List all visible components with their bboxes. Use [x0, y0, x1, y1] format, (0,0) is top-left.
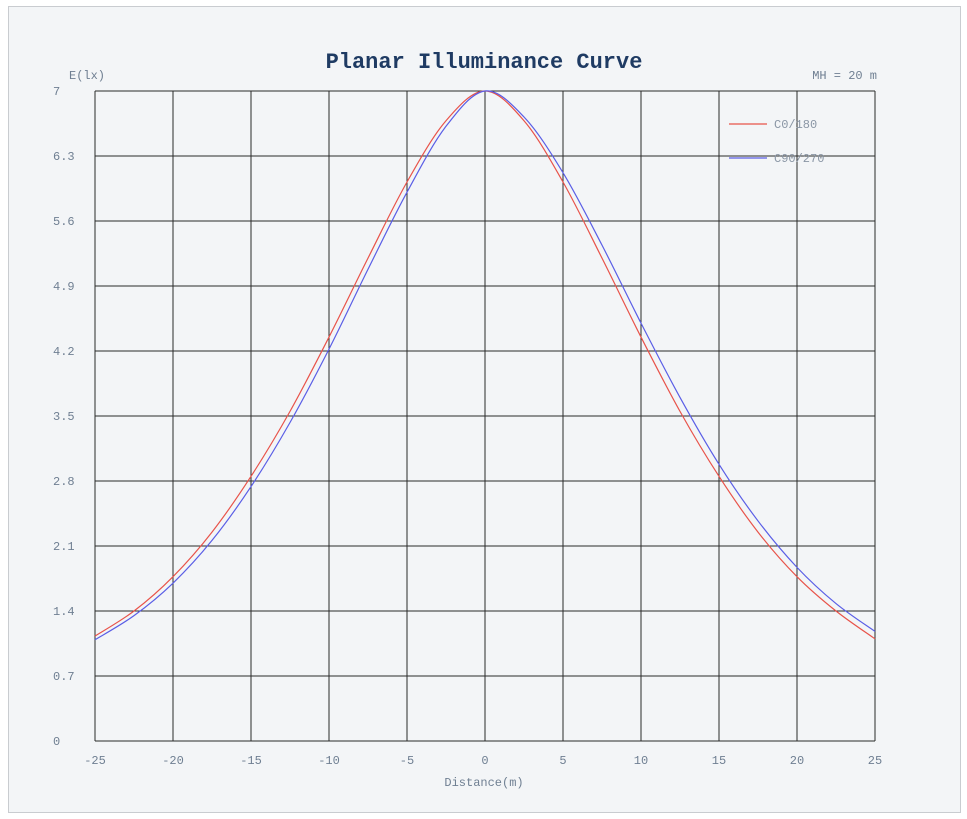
x-tick-label: -5	[400, 754, 414, 768]
x-tick-label: 25	[868, 754, 882, 768]
y-tick-label: 2.8	[53, 475, 75, 489]
x-tick-label: -10	[318, 754, 340, 768]
x-tick-label: 10	[634, 754, 648, 768]
x-tick-label: -20	[162, 754, 184, 768]
y-axis-label: E(lx)	[69, 69, 105, 83]
x-axis-label: Distance(m)	[444, 776, 523, 790]
series-line-1	[94, 90, 876, 641]
mounting-height-annotation: MH = 20 m	[812, 69, 877, 83]
x-tick-label: 5	[559, 754, 566, 768]
y-tick-label: 0.7	[53, 670, 75, 684]
y-tick-label: 5.6	[53, 215, 75, 229]
x-tick-label: 20	[790, 754, 804, 768]
y-tick-label: 3.5	[53, 410, 75, 424]
illuminance-chart: Planar Illuminance Curve E(lx) MH = 20 m…	[53, 50, 882, 790]
chart-title: Planar Illuminance Curve	[326, 50, 643, 75]
x-tick-label: 0	[481, 754, 488, 768]
y-tick-label: 1.4	[53, 605, 75, 619]
y-tick-label: 0	[53, 735, 60, 749]
legend-label: C0/180	[774, 118, 817, 132]
y-tick-label: 4.2	[53, 345, 75, 359]
legend: C0/180 C90/270	[729, 118, 824, 166]
x-tick-label: -15	[240, 754, 262, 768]
y-tick-label: 2.1	[53, 540, 75, 554]
series-lines	[94, 90, 876, 641]
x-tick-label: -25	[84, 754, 106, 768]
legend-label: C90/270	[774, 152, 824, 166]
y-tick-label: 7	[53, 85, 60, 99]
y-tick-label: 6.3	[53, 150, 75, 164]
y-tick-label: 4.9	[53, 280, 75, 294]
x-tick-label: 15	[712, 754, 726, 768]
tick-labels: -25 -20 -15 -10 -5 0 5 10 15 20 25 0 0.7 1.4 2.1 2.8 3.5…	[53, 85, 882, 768]
chart-frame: Planar Illuminance Curve E(lx) MH = 20 m…	[8, 6, 961, 813]
grid	[94, 90, 876, 742]
